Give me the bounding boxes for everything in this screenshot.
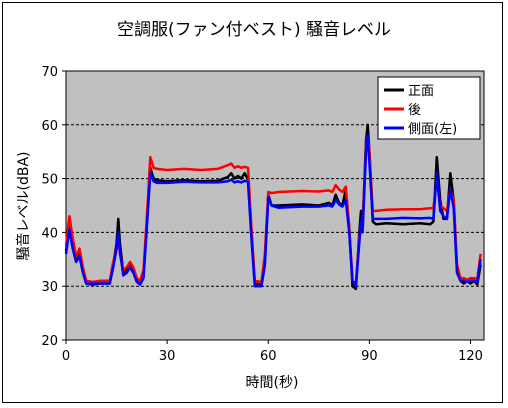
legend-label: 正面 xyxy=(408,84,434,99)
chart-title: 空調服(ファン付ベスト) 騒音レベル xyxy=(117,20,391,40)
x-tick-label: 60 xyxy=(260,349,277,364)
series-line-3 xyxy=(64,134,482,288)
series-lines xyxy=(64,123,482,291)
x-tick-label: 0 xyxy=(62,349,70,364)
legend-label: 側面(左) xyxy=(408,122,457,137)
x-tick-label: 120 xyxy=(458,349,483,364)
y-tick-label: 20 xyxy=(41,334,58,349)
y-tick-label: 40 xyxy=(41,226,58,241)
y-tick-label: 50 xyxy=(41,173,58,188)
y-tick-label: 30 xyxy=(41,280,58,295)
x-tick-label: 90 xyxy=(361,349,378,364)
x-axis-label: 時間(秒) xyxy=(246,375,299,391)
y-axis-label: 騒音レベル(dBA) xyxy=(15,152,32,261)
x-axis-ticks: 0 30 60 90 120 xyxy=(62,340,483,364)
legend-label: 後 xyxy=(408,103,421,118)
y-axis-ticks: 20 30 40 50 60 70 xyxy=(41,65,66,349)
y-tick-label: 70 xyxy=(41,65,58,80)
y-tick-label: 60 xyxy=(41,119,58,134)
x-tick-label: 30 xyxy=(159,349,176,364)
